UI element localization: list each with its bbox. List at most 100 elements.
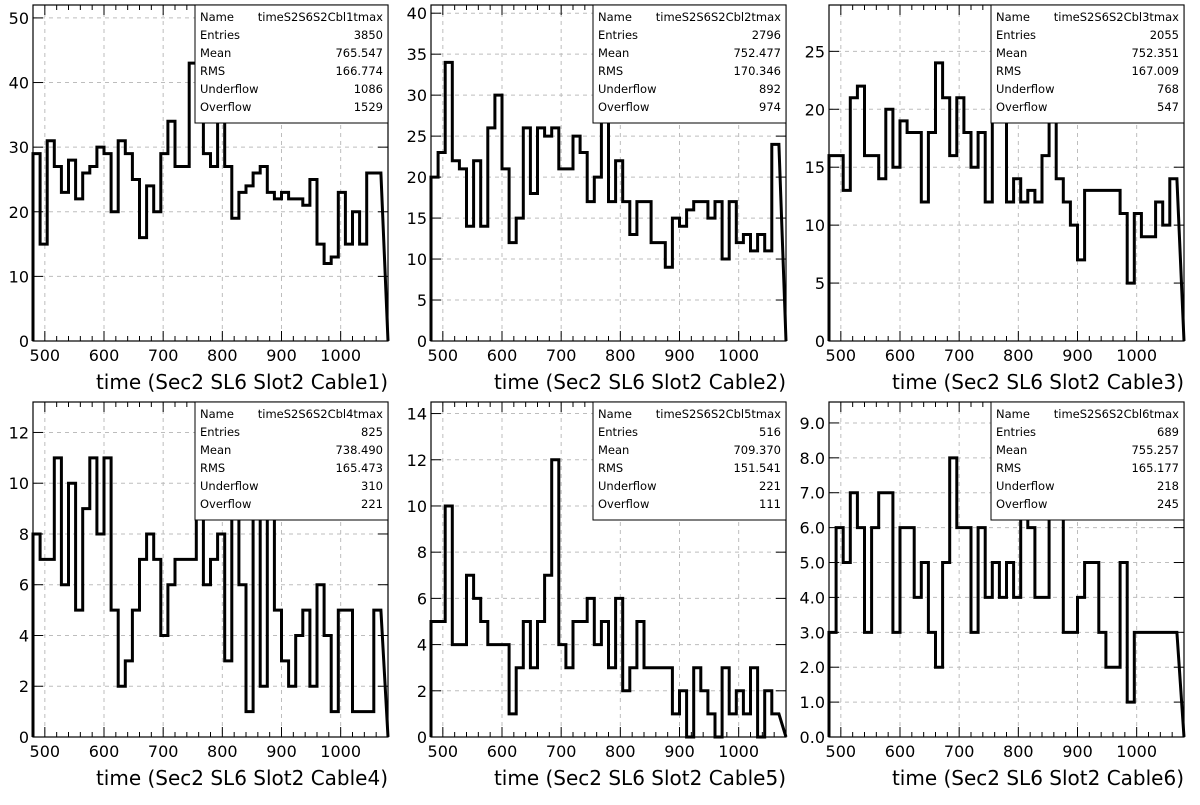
stats-box <box>990 4 1185 124</box>
histogram-bin <box>985 202 992 341</box>
x-tick-label: 1000 <box>718 346 759 365</box>
stats-value: 825 <box>361 425 383 439</box>
x-tick-label: 600 <box>89 346 120 365</box>
histogram-panel-5: 500 600 700 800 900 1000 0 2 4 6 8 10 12 14 time (Sec2… <box>407 401 788 790</box>
stats-value: 2796 <box>752 28 781 42</box>
histogram-panel-4: 500 600 700 800 900 1000 0 2 4 6 8 10 12 time (Sec2 S… <box>9 401 390 790</box>
stats-value: 218 <box>1157 479 1179 493</box>
y-tick-label: 3.0 <box>800 623 825 642</box>
histogram-bin <box>950 156 957 341</box>
histogram-panel-6: 500 600 700 800 900 1000 0.0 1.0 2.0 3.0 4.0 5.0 6.0… <box>800 401 1186 790</box>
histogram-bin <box>651 668 658 737</box>
histogram-bin <box>1035 202 1042 341</box>
stats-label: Underflow <box>598 479 657 493</box>
y-tick-label: 0 <box>417 332 427 351</box>
histogram-bin <box>879 493 886 737</box>
histogram-bin <box>701 202 708 341</box>
y-tick-label: 30 <box>407 86 427 105</box>
x-axis-label: time (Sec2 SL6 Slot2 Cable3) <box>892 370 1184 394</box>
y-tick-label: 4 <box>417 636 427 655</box>
y-tick-label: 1.0 <box>800 693 825 712</box>
stats-label: Name <box>200 10 234 24</box>
histogram-bin <box>40 244 47 341</box>
histogram-bin <box>140 238 147 341</box>
histogram-bin <box>1092 190 1099 341</box>
stats-label: Overflow <box>200 497 251 511</box>
y-tick-label: 8 <box>19 525 29 544</box>
histogram-bin <box>267 192 274 341</box>
histogram-bin <box>253 173 260 341</box>
histogram-bin <box>566 668 573 737</box>
stats-value: 765.547 <box>335 46 383 60</box>
y-tick-label: 4 <box>19 626 29 645</box>
histogram-bin <box>1127 702 1134 737</box>
y-tick-label: 35 <box>407 45 427 64</box>
stats-label: Name <box>598 10 632 24</box>
y-tick-label: 9.0 <box>800 414 825 433</box>
stats-label: RMS <box>996 64 1021 78</box>
histogram-bin <box>1141 237 1148 341</box>
y-tick-label: 6.0 <box>800 519 825 538</box>
stats-label: Name <box>996 10 1030 24</box>
histogram-bin <box>687 210 694 341</box>
y-tick-label: 10 <box>407 497 427 516</box>
stats-value: 1086 <box>354 82 383 96</box>
histogram-bin <box>680 226 687 341</box>
histogram-bin <box>97 147 104 341</box>
histogram-bin <box>509 714 516 737</box>
histogram-bin <box>609 668 616 737</box>
y-tick-label: 25 <box>407 127 427 146</box>
x-tick-label: 1000 <box>320 742 361 761</box>
y-tick-label: 2 <box>417 682 427 701</box>
histogram-bin <box>1106 190 1113 341</box>
stats-label: Entries <box>200 425 240 439</box>
x-tick-label: 1000 <box>320 346 361 365</box>
stats-label: Mean <box>200 443 231 457</box>
histogram-bin <box>736 243 743 341</box>
x-axis-label: time (Sec2 SL6 Slot2 Cable2) <box>494 370 786 394</box>
y-tick-label: 10 <box>9 267 29 286</box>
histogram-bin <box>246 712 253 737</box>
histogram-bin <box>509 243 516 341</box>
histogram-bin <box>310 686 317 737</box>
histogram-bin <box>971 632 978 737</box>
stats-label: Mean <box>598 443 629 457</box>
histogram-bin <box>694 202 701 341</box>
x-tick-label: 800 <box>207 346 238 365</box>
stats-label: Mean <box>996 443 1027 457</box>
y-tick-label: 5 <box>417 291 427 310</box>
stats-value: 516 <box>759 425 781 439</box>
stats-label: Overflow <box>598 497 649 511</box>
histogram-bin <box>289 199 296 341</box>
stats-value: 689 <box>1157 425 1179 439</box>
histogram-panel-2: 500 600 700 800 900 1000 0 5 10 15 20 25 30 35 40 time … <box>407 4 788 394</box>
y-tick-label: 40 <box>9 74 29 93</box>
y-tick-label: 0 <box>815 332 825 351</box>
histogram-bin <box>658 668 665 737</box>
stats-value: 768 <box>1157 82 1179 96</box>
histogram-bin <box>865 632 872 737</box>
histogram-panel-1: 500 600 700 800 900 1000 0 10 20 30 40 50 time (Sec2… <box>9 4 390 394</box>
x-tick-label: 900 <box>266 346 297 365</box>
histogram-bin <box>182 559 189 737</box>
histogram-bin <box>865 156 872 341</box>
y-tick-label: 2 <box>19 677 29 696</box>
stats-value: 547 <box>1157 100 1179 114</box>
histogram-bin <box>296 199 303 341</box>
histogram-bin <box>360 712 367 737</box>
y-tick-label: 20 <box>407 168 427 187</box>
x-tick-label: 900 <box>266 742 297 761</box>
histogram-bin <box>452 161 459 341</box>
x-tick-label: 800 <box>1003 742 1034 761</box>
stats-value: 170.346 <box>733 64 781 78</box>
stats-label: Underflow <box>200 82 259 96</box>
stats-label: RMS <box>598 64 623 78</box>
histogram-bin <box>211 167 218 341</box>
x-tick-label: 700 <box>148 742 179 761</box>
histogram-bin <box>1149 632 1156 737</box>
histogram-outline <box>31 61 390 342</box>
x-tick-label: 600 <box>89 742 120 761</box>
x-axis-label: time (Sec2 SL6 Slot2 Cable1) <box>96 370 388 394</box>
x-tick-label: 500 <box>826 346 857 365</box>
